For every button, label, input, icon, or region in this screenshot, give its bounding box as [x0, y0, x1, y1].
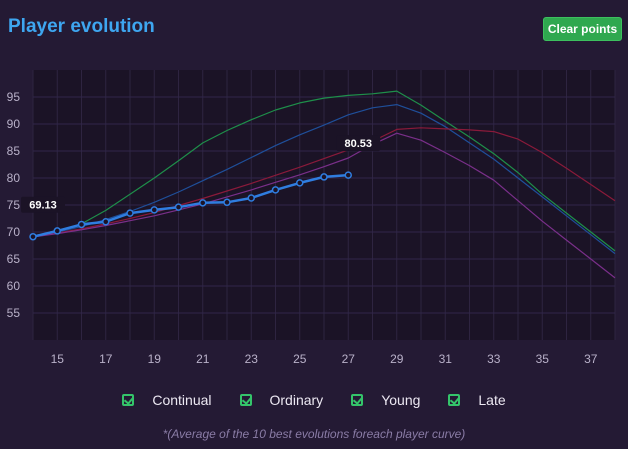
x-tick-label: 17 [99, 352, 113, 366]
series-line-ordinary [32, 132, 616, 279]
checkbox-checked-icon[interactable] [239, 394, 252, 406]
checkbox-checked-icon[interactable] [351, 394, 364, 406]
legend: Continual Ordinary Young Late [0, 392, 628, 408]
player-point [247, 194, 255, 202]
y-tick-label: 65 [7, 252, 21, 266]
annotation-bg [21, 196, 65, 213]
legend-label: Ordinary [269, 392, 324, 408]
player-point [320, 173, 328, 181]
x-tick-label: 27 [342, 352, 356, 366]
annotation-bg [336, 135, 381, 152]
x-tick-label: 33 [487, 352, 501, 366]
x-tick-label: 23 [245, 352, 259, 366]
x-tick-label: 29 [390, 352, 404, 366]
player-point [150, 206, 158, 214]
player-point [102, 217, 110, 226]
y-tick-label: 90 [7, 117, 21, 131]
x-tick-label: 19 [148, 352, 162, 366]
player-point [77, 220, 86, 229]
player-point [174, 203, 183, 211]
y-tick-label: 95 [7, 90, 21, 104]
player-point [296, 179, 304, 187]
footnote: *(Average of the 10 best evolutions fore… [162, 427, 466, 441]
clear-points-button[interactable]: Clear points [543, 17, 622, 41]
legend-item-continual[interactable]: Continual [122, 392, 212, 408]
x-tick-label: 31 [439, 352, 453, 366]
legend-item-late[interactable]: Late [448, 392, 506, 408]
x-tick-label: 25 [293, 352, 307, 366]
legend-label: Young [381, 392, 421, 408]
legend-item-young[interactable]: Young [351, 392, 420, 408]
player-point [199, 199, 207, 207]
player-point [223, 198, 231, 207]
series-line-late [32, 90, 616, 252]
y-axis: 55 60 65 70 75 80 85 90 95 [7, 90, 21, 320]
player-point [53, 227, 61, 235]
x-tick-label: 21 [196, 352, 210, 366]
player-point [271, 186, 280, 194]
y-tick-label: 60 [7, 279, 21, 293]
player-point [126, 209, 134, 217]
y-tick-label: 75 [7, 198, 21, 212]
player-evolution-chart[interactable]: 55 60 65 70 75 80 85 90 95 15 17 19 21 23 25 27 29 31 33 3… [0, 0, 628, 392]
legend-label: Continual [152, 392, 212, 408]
annotation-label: 80.53 [344, 138, 372, 150]
x-tick-label: 35 [536, 352, 550, 366]
x-tick-label: 37 [584, 352, 598, 366]
legend-label: Late [478, 392, 506, 408]
series-line-continual [32, 127, 616, 238]
y-tick-label: 80 [7, 171, 21, 185]
y-tick-label: 55 [7, 306, 21, 320]
x-axis: 15 17 19 21 23 25 27 29 31 33 35 37 [51, 352, 598, 366]
y-tick-label: 85 [7, 144, 21, 158]
series-line-player [32, 173, 349, 238]
checkbox-checked-icon[interactable] [122, 394, 135, 406]
annotations: 69.13 80.53 [21, 135, 381, 213]
player-point [29, 232, 37, 241]
page-title: Player evolution [8, 16, 155, 37]
y-tick-label: 70 [7, 225, 21, 239]
annotation-label: 69.13 [29, 200, 57, 212]
x-tick-label: 15 [51, 352, 65, 366]
player-point [344, 171, 352, 179]
checkbox-checked-icon[interactable] [448, 394, 461, 406]
player-markers [29, 171, 352, 241]
legend-item-ordinary[interactable]: Ordinary [239, 392, 324, 408]
